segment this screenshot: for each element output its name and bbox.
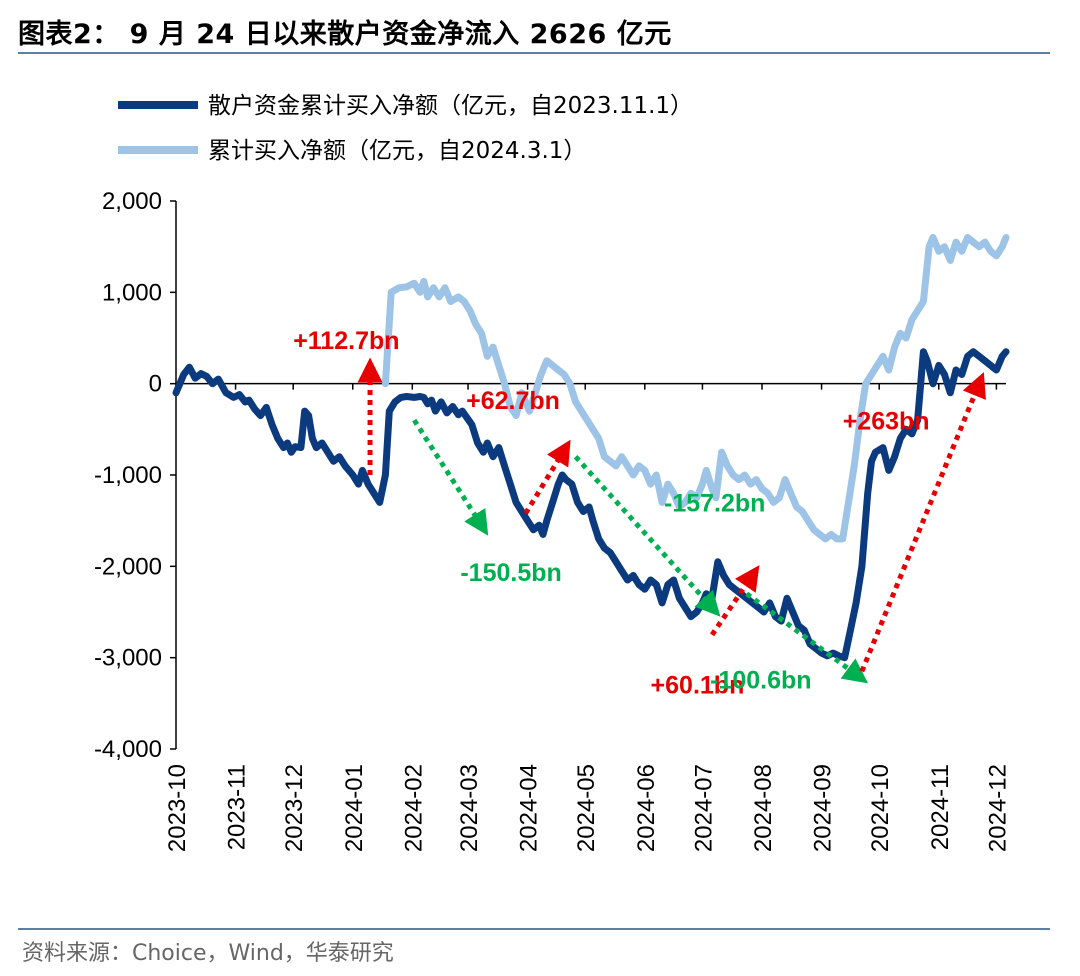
- x-tick-label: 2024-11: [927, 764, 954, 850]
- x-tick-label: 2024-04: [516, 764, 543, 852]
- annotation-label: +112.7bn: [293, 327, 399, 355]
- y-tick-label: -2,000: [94, 553, 162, 580]
- series-line-retail: [172, 348, 1010, 662]
- annotation-arrow: [523, 439, 571, 515]
- footer-divider: [18, 928, 1050, 930]
- y-tick-label: -3,000: [94, 645, 162, 672]
- chart-title: 图表2： 9 月 24 日以来散户资金净流入 2626 亿元: [18, 19, 672, 50]
- x-tick-label: 2023-12: [281, 764, 308, 852]
- x-tick-label: 2023-10: [164, 764, 191, 852]
- x-tick-label: 2024-12: [984, 764, 1011, 852]
- annotation-arrow: [573, 455, 721, 617]
- annotation-label: +60.1bn: [651, 671, 745, 699]
- y-tick-label: -4,000: [94, 736, 162, 763]
- y-tick-label: 0: [149, 371, 162, 398]
- series-line-since-mar: [381, 234, 1010, 543]
- x-tick-label: 2024-02: [400, 764, 427, 852]
- x-tick-label: 2024-05: [573, 764, 600, 852]
- annotations: +112.7bn -150.5bn +62.7bn -157.2bn +60.1bn-1…: [293, 327, 986, 699]
- legend-label-retail: 散户资金累计买入净额（亿元，自2023.11.1）: [208, 93, 693, 119]
- annotation-arrow: [709, 565, 760, 637]
- source-note: 资料来源：Choice，Wind，华泰研究: [22, 941, 394, 966]
- x-tick-label: 2024-10: [867, 764, 894, 852]
- y-tick-label: 1,000: [102, 279, 162, 306]
- annotation-label: -157.2bn: [664, 490, 765, 518]
- x-tick-label: 2024-06: [633, 764, 660, 852]
- series-lines: [172, 234, 1010, 662]
- annotation-arrow: [859, 372, 986, 673]
- x-tick-label: 2024-09: [810, 764, 837, 852]
- legend-label-since-mar: 累计买入净额（亿元，自2024.3.1）: [208, 138, 586, 164]
- annotation-label: +62.7bn: [466, 387, 560, 415]
- annotation-label: -100.6bn: [710, 667, 811, 695]
- x-tick-label: 2024-01: [341, 764, 368, 852]
- x-tick-label: 2023-11: [224, 764, 251, 850]
- annotation-label: -150.5bn: [460, 559, 561, 587]
- title-divider: [18, 52, 1050, 54]
- axes: 2,0001,0000-1,000-2,000-3,000-4,0002023-…: [94, 188, 1011, 852]
- x-tick-label: 2024-07: [690, 764, 717, 852]
- x-tick-label: 2024-08: [750, 764, 777, 852]
- y-tick-label: 2,000: [102, 188, 162, 215]
- legend: 散户资金累计买入净额（亿元，自2023.11.1） 累计买入净额（亿元，自202…: [118, 93, 693, 164]
- x-tick-label: 2024-03: [456, 764, 483, 852]
- y-tick-label: -1,000: [94, 462, 162, 489]
- annotation-arrow: [745, 591, 869, 684]
- annotation-arrow: [412, 418, 489, 536]
- annotation-label: +263bn: [843, 407, 930, 435]
